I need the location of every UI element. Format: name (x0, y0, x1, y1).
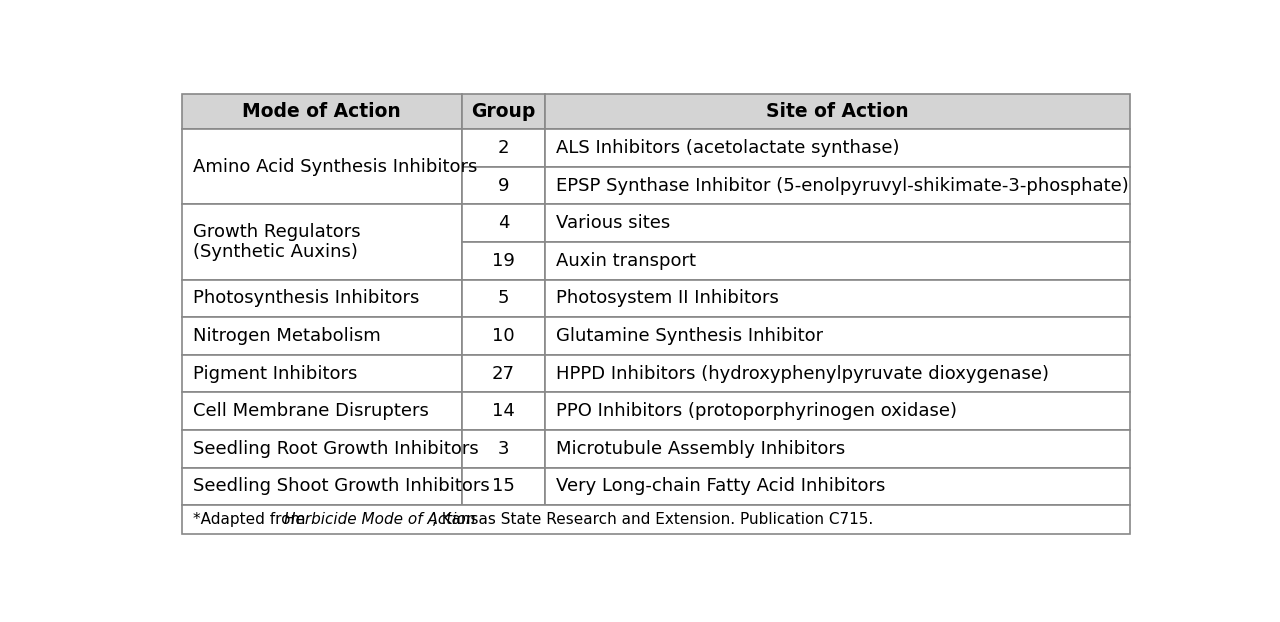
Text: 5: 5 (498, 289, 509, 307)
Text: Nitrogen Metabolism: Nitrogen Metabolism (193, 327, 380, 345)
Text: Photosystem II Inhibitors: Photosystem II Inhibitors (556, 289, 778, 307)
Bar (182, 280, 462, 317)
Bar (545, 468, 1130, 505)
Bar (462, 355, 545, 392)
Text: 19: 19 (492, 252, 515, 270)
Text: ALS Inhibitors (acetolactate synthase): ALS Inhibitors (acetolactate synthase) (556, 139, 900, 157)
Bar (182, 392, 462, 430)
Bar (545, 317, 1130, 355)
Text: Glutamine Synthesis Inhibitor: Glutamine Synthesis Inhibitor (556, 327, 823, 345)
Text: Pigment Inhibitors: Pigment Inhibitors (193, 364, 357, 383)
Bar (545, 94, 1130, 129)
Bar (462, 94, 545, 129)
Bar (545, 167, 1130, 205)
Bar (462, 205, 545, 242)
Text: Site of Action: Site of Action (767, 102, 909, 121)
Bar (462, 317, 545, 355)
Text: Photosynthesis Inhibitors: Photosynthesis Inhibitors (193, 289, 419, 307)
Bar (545, 242, 1130, 280)
Bar (545, 392, 1130, 430)
Text: 3: 3 (498, 440, 509, 458)
Text: PPO Inhibitors (protoporphyrinogen oxidase): PPO Inhibitors (protoporphyrinogen oxida… (556, 402, 957, 420)
Text: 9: 9 (498, 177, 509, 195)
Bar (545, 205, 1130, 242)
Text: HPPD Inhibitors (hydroxyphenylpyruvate dioxygenase): HPPD Inhibitors (hydroxyphenylpyruvate d… (556, 364, 1048, 383)
Bar (462, 129, 545, 167)
Bar (182, 129, 462, 205)
Bar (545, 280, 1130, 317)
Text: Various sites: Various sites (556, 214, 671, 232)
Text: Auxin transport: Auxin transport (556, 252, 696, 270)
Bar (545, 129, 1130, 167)
Bar (545, 355, 1130, 392)
Text: 14: 14 (492, 402, 515, 420)
Bar (462, 167, 545, 205)
Bar (462, 392, 545, 430)
Text: Seedling Shoot Growth Inhibitors: Seedling Shoot Growth Inhibitors (193, 477, 489, 495)
Bar (182, 317, 462, 355)
Text: Mode of Action: Mode of Action (242, 102, 401, 121)
Bar (182, 355, 462, 392)
Text: 4: 4 (498, 214, 509, 232)
Text: *Adapted from: *Adapted from (193, 513, 310, 527)
Text: Seedling Root Growth Inhibitors: Seedling Root Growth Inhibitors (193, 440, 479, 458)
Bar (182, 430, 462, 468)
Bar (545, 430, 1130, 468)
Text: Cell Membrane Disrupters: Cell Membrane Disrupters (193, 402, 429, 420)
Text: , Kansas State Research and Extension. Publication C715.: , Kansas State Research and Extension. P… (431, 513, 873, 527)
Text: Microtubule Assembly Inhibitors: Microtubule Assembly Inhibitors (556, 440, 845, 458)
Bar (182, 505, 1130, 534)
Bar (462, 280, 545, 317)
Text: 2: 2 (498, 139, 509, 157)
Bar (462, 468, 545, 505)
Text: 27: 27 (492, 364, 515, 383)
Text: Amino Acid Synthesis Inhibitors: Amino Acid Synthesis Inhibitors (193, 158, 477, 176)
Text: Group: Group (471, 102, 535, 121)
Text: EPSP Synthase Inhibitor (5-enolpyruvyl-shikimate-3-phosphate): EPSP Synthase Inhibitor (5-enolpyruvyl-s… (556, 177, 1129, 195)
Text: 15: 15 (492, 477, 515, 495)
Text: Very Long-chain Fatty Acid Inhibitors: Very Long-chain Fatty Acid Inhibitors (556, 477, 886, 495)
Text: 10: 10 (492, 327, 515, 345)
Bar (182, 468, 462, 505)
Bar (182, 94, 462, 129)
Bar (462, 242, 545, 280)
Bar (182, 205, 462, 280)
Bar (462, 430, 545, 468)
Text: Growth Regulators
(Synthetic Auxins): Growth Regulators (Synthetic Auxins) (193, 223, 360, 261)
Text: Herbicide Mode of Action: Herbicide Mode of Action (284, 513, 475, 527)
